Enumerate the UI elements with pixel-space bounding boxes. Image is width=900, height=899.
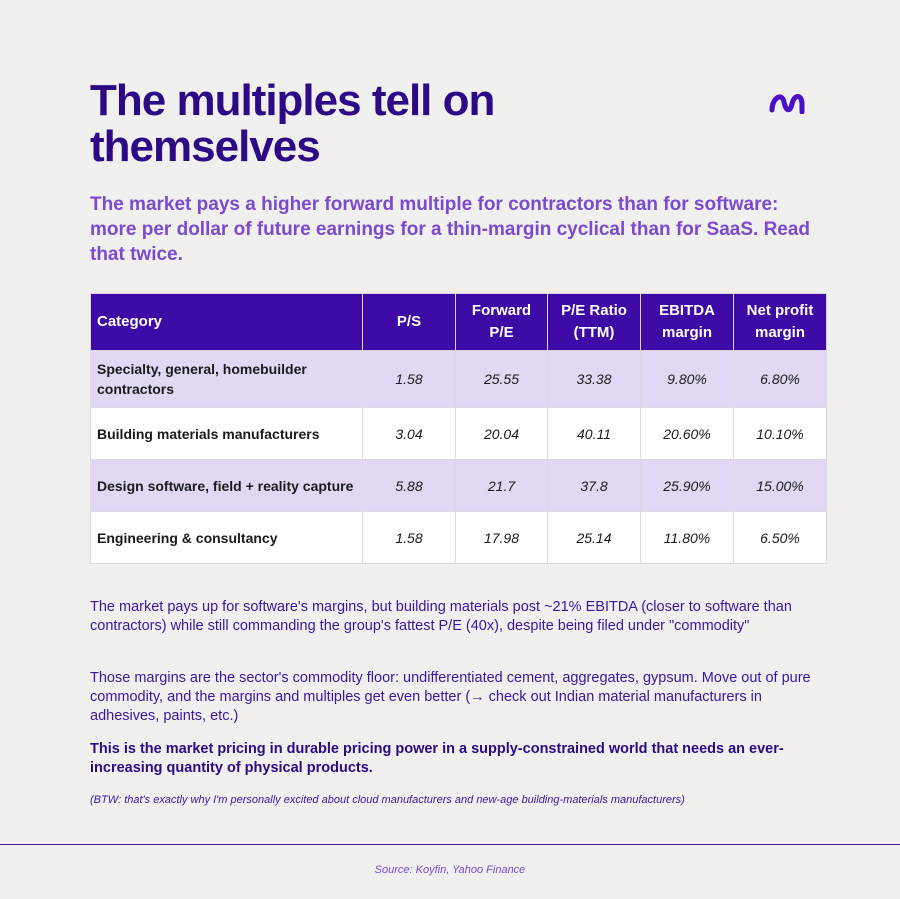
footer-divider — [0, 844, 900, 845]
body-paragraph: The market pays up for software's margin… — [90, 599, 792, 634]
subtitle: The market pays a higher forward multipl… — [90, 194, 811, 265]
column-header: Forward P/E — [455, 293, 548, 351]
table-cell: 25.90% — [640, 459, 734, 512]
column-header: EBITDA margin — [640, 293, 734, 351]
table-cell: 25.14 — [547, 511, 641, 564]
table-cell: 9.80% — [640, 350, 734, 408]
table-row: Building materials manufacturers 3.04 20… — [90, 407, 827, 460]
table-cell: 6.50% — [733, 511, 827, 564]
table-cell: 5.88 — [362, 459, 456, 512]
table-cell: 20.60% — [640, 407, 734, 460]
table-cell: 1.58 — [362, 350, 456, 408]
table-header-row: Category P/S Forward P/E P/E Ratio (TTM)… — [90, 293, 827, 351]
source-note: Source: Koyfin, Yahoo Finance — [374, 864, 526, 876]
column-header: P/E Ratio (TTM) — [547, 293, 641, 351]
table-row: Specialty, general, homebuilder contract… — [90, 350, 827, 408]
column-header: P/S — [362, 293, 456, 351]
table-cell: 10.10% — [733, 407, 827, 460]
page-title: The multiples tell on themselves — [90, 76, 495, 171]
table-row: Engineering & consultancy 1.58 17.98 25.… — [90, 511, 827, 564]
table-cell: 20.04 — [455, 407, 548, 460]
key-takeaway: This is the market pricing in durable pr… — [90, 741, 784, 776]
table-cell: Specialty, general, homebuilder contract… — [90, 350, 363, 408]
table-cell: 40.11 — [547, 407, 641, 460]
table-cell: 25.55 — [455, 350, 548, 408]
table-cell: Building materials manufacturers — [90, 407, 363, 460]
table-cell: Engineering & consultancy — [90, 511, 363, 564]
body-paragraph: Those margins are the sector's commodity… — [90, 670, 811, 724]
table-cell: 3.04 — [362, 407, 456, 460]
table-cell: 1.58 — [362, 511, 456, 564]
footnote: (BTW: that's exactly why I'm personally … — [90, 794, 685, 806]
table-cell: 37.8 — [547, 459, 641, 512]
table-row: Design software, field + reality capture… — [90, 459, 827, 512]
table-cell: 17.98 — [455, 511, 548, 564]
table-cell: 21.7 — [455, 459, 548, 512]
brand-logo-icon — [769, 94, 805, 114]
table-cell: 11.80% — [640, 511, 734, 564]
multiples-table: Category P/S Forward P/E P/E Ratio (TTM)… — [90, 293, 827, 564]
column-header: Net profit margin — [733, 293, 827, 351]
table-cell: 15.00% — [733, 459, 827, 512]
column-header: Category — [90, 293, 363, 351]
table-cell: 6.80% — [733, 350, 827, 408]
table-cell: 33.38 — [547, 350, 641, 408]
table-cell: Design software, field + reality capture — [90, 459, 363, 512]
